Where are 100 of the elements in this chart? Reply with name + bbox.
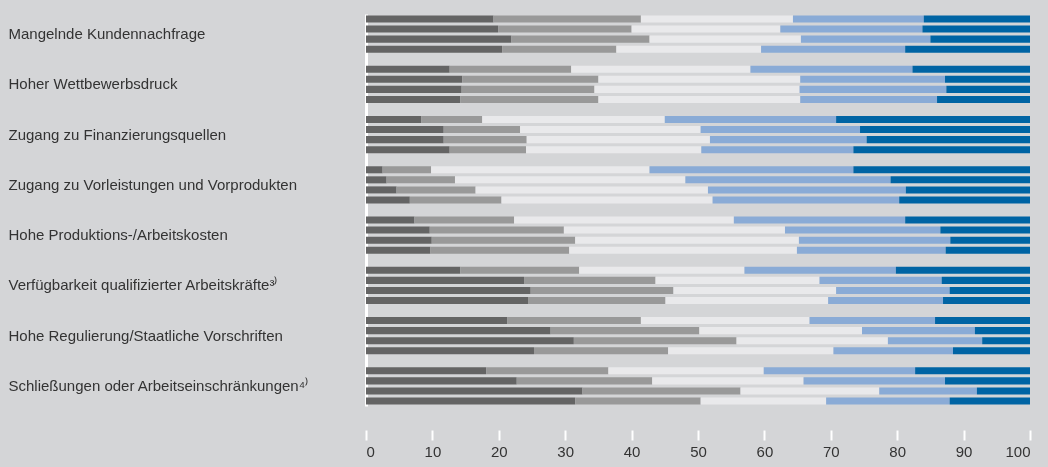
- bar: [507, 317, 641, 325]
- bar: [890, 176, 1030, 184]
- bar: [526, 146, 702, 154]
- bar: [819, 276, 942, 284]
- bar: [763, 367, 916, 375]
- bar: [366, 186, 397, 194]
- bar: [462, 75, 599, 83]
- bar: [366, 337, 574, 345]
- bar: [895, 266, 1030, 274]
- bar: [899, 196, 1030, 204]
- bar: [409, 196, 502, 204]
- bar: [740, 387, 880, 395]
- bar: [905, 45, 1030, 53]
- bar: [887, 337, 983, 345]
- bar: [366, 35, 512, 43]
- bar: [946, 85, 1030, 93]
- bar: [366, 327, 551, 335]
- bar: [949, 397, 1030, 405]
- bar: [366, 317, 508, 325]
- bar: [366, 85, 462, 93]
- bar: [498, 25, 632, 33]
- bar: [836, 116, 1030, 124]
- bar: [454, 176, 686, 184]
- bar: [430, 246, 570, 254]
- x-tick-label: 70: [822, 442, 840, 460]
- bar: [800, 35, 931, 43]
- bar: [582, 387, 741, 395]
- bar: [366, 45, 503, 53]
- bar: [866, 136, 1030, 144]
- bar: [668, 347, 834, 355]
- bar: [631, 25, 781, 33]
- y-tick-label: Mangelnde Kundennachfrage: [8, 25, 206, 43]
- bar: [945, 377, 1030, 385]
- bar: [709, 136, 867, 144]
- bar: [943, 296, 1030, 304]
- bar: [366, 367, 487, 375]
- bar: [366, 65, 450, 73]
- bar: [982, 337, 1030, 345]
- bar: [784, 226, 941, 234]
- bar: [798, 236, 951, 244]
- bar: [707, 186, 906, 194]
- bar: [750, 65, 913, 73]
- bar: [922, 25, 1030, 33]
- bar: [486, 367, 609, 375]
- bar: [526, 136, 710, 144]
- bar: [366, 126, 444, 134]
- bar: [905, 186, 1030, 194]
- bar: [598, 75, 801, 83]
- bar: [974, 327, 1030, 335]
- bar: [366, 296, 529, 304]
- bar: [366, 276, 525, 284]
- bar: [366, 75, 463, 83]
- bar: [501, 196, 713, 204]
- bar: [524, 276, 656, 284]
- bar: [915, 367, 1030, 375]
- bar: [573, 337, 737, 345]
- bar: [649, 35, 801, 43]
- x-tick-label: 60: [756, 442, 774, 460]
- x-tick-label: 100: [1005, 442, 1031, 460]
- bar: [923, 15, 1030, 23]
- y-tick-label: Hoher Wettbewerbsdruck: [8, 75, 178, 93]
- bar: [803, 377, 946, 385]
- bar: [700, 126, 861, 134]
- bar: [366, 246, 431, 254]
- bar: [833, 347, 953, 355]
- bar: [736, 337, 888, 345]
- bar: [930, 35, 1030, 43]
- bar: [665, 296, 829, 304]
- bar: [879, 387, 977, 395]
- bar: [616, 45, 762, 53]
- bar: [937, 95, 1030, 103]
- bar: [905, 216, 1030, 224]
- bar: [800, 75, 946, 83]
- bar: [945, 246, 1030, 254]
- bar: [366, 15, 494, 23]
- bar: [976, 387, 1030, 395]
- bar: [366, 226, 430, 234]
- bar: [366, 116, 422, 124]
- bar: [699, 327, 863, 335]
- bar: [482, 116, 665, 124]
- bar: [366, 387, 583, 395]
- bar: [941, 276, 1030, 284]
- bar: [594, 85, 800, 93]
- bar: [860, 126, 1030, 134]
- y-tick-label: Verfügbarkeit qualifizierter Arbeitskräfte³⁾: [8, 276, 278, 294]
- bar: [502, 45, 617, 53]
- bar: [579, 266, 745, 274]
- bar: [382, 166, 432, 174]
- bar: [550, 327, 700, 335]
- bar: [366, 286, 531, 294]
- bar: [528, 296, 666, 304]
- bar: [366, 266, 461, 274]
- bar: [366, 216, 415, 224]
- bar: [366, 25, 499, 33]
- bar: [733, 216, 906, 224]
- bar: [443, 126, 521, 134]
- bar: [673, 286, 837, 294]
- bar: [800, 95, 938, 103]
- bar: [460, 266, 580, 274]
- bar: [664, 116, 837, 124]
